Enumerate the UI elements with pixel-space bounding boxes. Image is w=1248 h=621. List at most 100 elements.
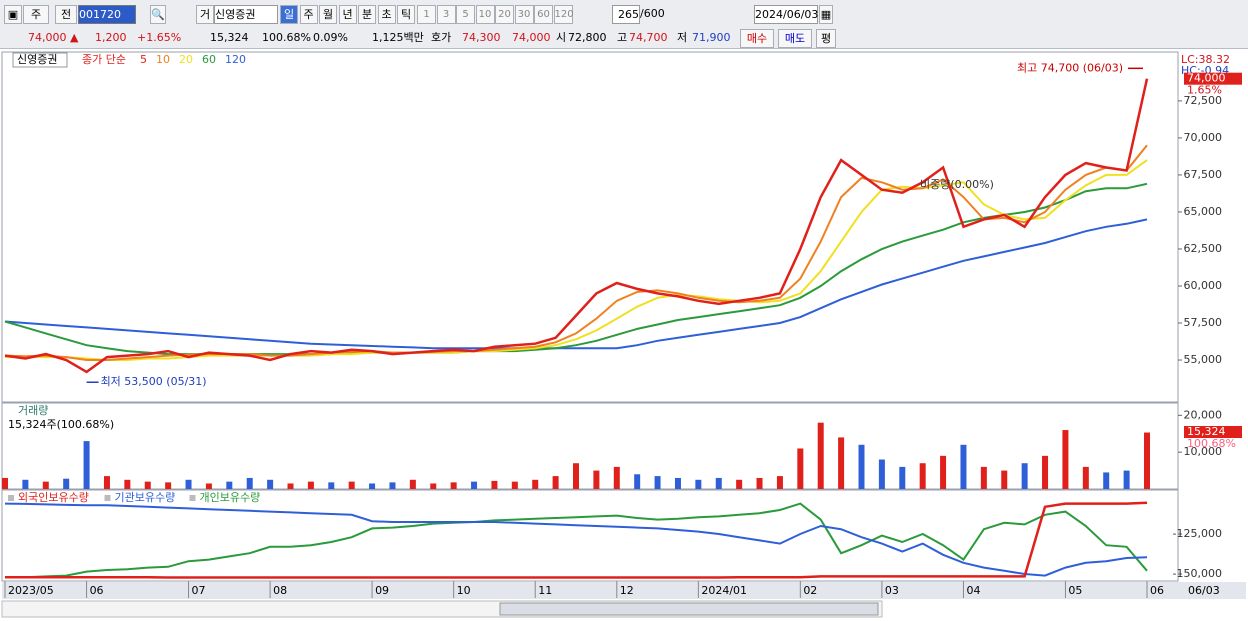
volume-bar (226, 481, 233, 489)
volume-bar (736, 479, 743, 489)
interval-button[interactable]: 초 (377, 5, 396, 24)
volume-bar (613, 466, 620, 489)
legend-entry: 기관보유수량 (115, 491, 176, 504)
sell-button[interactable]: 매도 (778, 29, 812, 48)
volume-bar (389, 482, 396, 489)
buy-button[interactable]: 매수 (740, 29, 774, 48)
volume-bar (1103, 472, 1110, 489)
volume-bar (1123, 470, 1130, 489)
legend-label: 종가 단순 (82, 53, 126, 66)
ask-label: 호가 (431, 31, 452, 44)
series-line (4, 502, 1148, 577)
turnover: 0.09% (313, 31, 348, 44)
volume-bar (430, 483, 437, 489)
open: 72,800 (568, 31, 607, 44)
count-input[interactable]: 265 (612, 5, 640, 24)
legend-swatch (104, 495, 111, 501)
volume: 15,324 (210, 31, 249, 44)
volume-tag (1184, 426, 1242, 438)
y-tick-label: 72,500 (1184, 94, 1223, 107)
indicator: LC:38.32 (1181, 53, 1230, 66)
volume-bar (409, 479, 416, 489)
unit-button[interactable]: 30 (514, 5, 534, 24)
volume-bar (287, 483, 294, 489)
x-tick-label: 12 (620, 584, 634, 597)
volume-rate: 100.68% (262, 31, 311, 44)
x-tick-label: 10 (457, 584, 471, 597)
unit-button[interactable]: 60 (534, 5, 553, 24)
volume-bar (654, 476, 661, 489)
search-button[interactable]: 🔍 (150, 5, 166, 24)
volume-bar (1144, 432, 1150, 489)
interval-button[interactable]: 월 (319, 5, 337, 24)
legend-title: 신영증권 (17, 53, 57, 66)
panel (1, 51, 1179, 403)
open-label: 시 (556, 31, 567, 44)
period-select[interactable]: 주 (23, 5, 49, 24)
last-price-tag (1184, 72, 1242, 85)
menu-button[interactable]: ▣ (4, 5, 22, 24)
volume-bar (205, 483, 212, 489)
volume-bar (328, 482, 335, 489)
high-label: 최고 74,700 (06/03) (1017, 61, 1123, 74)
series-line (4, 218, 1148, 350)
x-tick-label: 07 (192, 584, 206, 597)
note: 비중량(0.00%) (920, 178, 994, 191)
x-tick-label: 11 (538, 584, 552, 597)
prev-button[interactable]: 전 (55, 5, 77, 24)
unit-button[interactable]: 120 (553, 5, 574, 24)
series-line (5, 502, 1148, 579)
y-tick-label: 70,000 (1184, 131, 1223, 144)
high-label: 고 (617, 31, 628, 44)
date-input[interactable]: 2024/06/03 (754, 5, 818, 24)
y-tick-label: 67,500 (1184, 168, 1223, 181)
unit-button[interactable]: 20 (495, 5, 514, 24)
x-tick-label: 03 (885, 584, 899, 597)
unit-button[interactable]: 3 (436, 5, 456, 24)
volume-bar (450, 482, 457, 489)
volume-rate: 100.68% (1187, 437, 1236, 450)
interval-button[interactable]: 틱 (397, 5, 415, 24)
x-tick-label: 06 (1150, 584, 1164, 597)
y-tick-label: 57,500 (1184, 316, 1223, 329)
volume-bar (1021, 463, 1028, 489)
y-tick-label: 60,000 (1184, 279, 1223, 292)
market-label: 거 (196, 5, 214, 24)
interval-button[interactable]: 일 (280, 5, 298, 24)
volume-bar (858, 444, 865, 489)
change: 1,200 (95, 31, 127, 44)
legend-entry: 120 (225, 53, 246, 66)
scroll-thumb[interactable] (499, 602, 879, 616)
volume-bar (348, 481, 355, 489)
high: 74,700 (629, 31, 668, 44)
volume-bar (103, 476, 110, 489)
volume-bar (491, 480, 498, 489)
volume-bar (165, 482, 172, 489)
y-tick-label: -125,000 (1173, 527, 1222, 540)
volume-bar (776, 476, 783, 489)
volume-bar (797, 448, 804, 489)
calendar-button[interactable]: ▦ (819, 5, 833, 24)
unit-button[interactable]: 5 (456, 5, 475, 24)
interval-button[interactable]: 년 (338, 5, 357, 24)
ask: 74,300 (462, 31, 501, 44)
x-tick-label: 09 (375, 584, 389, 597)
volume-bar (756, 477, 763, 489)
chart: 55,000 57,500 60,000 62,500 65,000 67,500 70,0… (1, 51, 1246, 618)
unit-button[interactable]: 10 (475, 5, 495, 24)
code-input[interactable]: 001720 (78, 5, 136, 24)
interval-button[interactable]: 분 (358, 5, 376, 24)
volume-bar (1062, 430, 1069, 489)
legend-entry: 외국인보유수량 (18, 491, 89, 504)
avg-button[interactable]: 평 (816, 29, 836, 48)
volume-bar (878, 459, 885, 489)
interval-button[interactable]: 주 (299, 5, 318, 24)
quote-bar: 74,000 ▲ 1,200 +1.65% 15,324 100.68% 0.0… (0, 28, 1248, 49)
volume-bar (22, 479, 29, 489)
volume-bar (838, 437, 845, 489)
unit-button[interactable]: 1 (417, 5, 436, 24)
panel-title: 거래량 (18, 404, 48, 417)
volume-bar (919, 463, 926, 489)
low-label: 최저 53,500 (05/31) (101, 375, 207, 388)
amount: 1,125백만 (372, 31, 424, 44)
